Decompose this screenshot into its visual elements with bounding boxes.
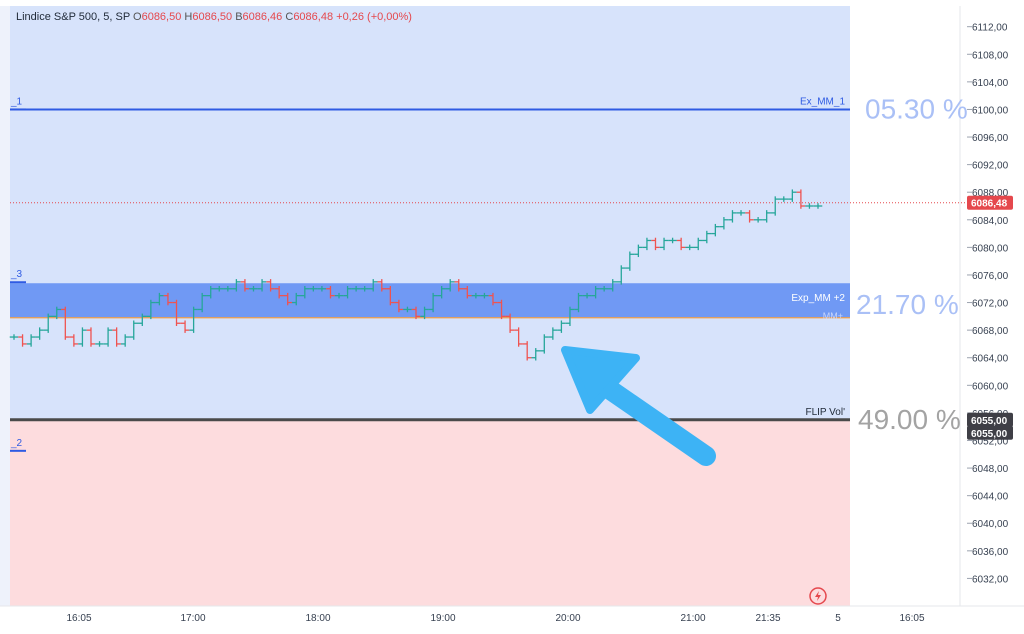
x-tick-label: 5 (835, 613, 841, 624)
y-tick-label: 6088,00 (972, 188, 1009, 199)
legend-symbol: Lindice S&P 500, 5, SP (16, 11, 130, 23)
y-tick-label: 6080,00 (972, 243, 1009, 254)
y-tick-label: 6040,00 (972, 519, 1009, 530)
legend-high-value: 6086,50 (192, 11, 233, 23)
legend-open-label: O (133, 11, 142, 23)
flip-vol-label: FLIP Vol' (805, 407, 845, 418)
lightning-icon-ring (809, 587, 827, 605)
flip-price-tag-a: 6055,00 (971, 416, 1008, 427)
legend-low-label: B (235, 11, 243, 23)
lightning-icon-bolt (815, 591, 821, 601)
ex-mm-1-pct: 05.30 % (865, 93, 968, 124)
y-tick-label: 6084,00 (972, 216, 1009, 227)
x-tick-label: 16:05 (899, 613, 924, 624)
y-tick-label: 6052,00 (972, 436, 1009, 447)
annotation-arrow-shaft (586, 370, 716, 466)
x-tick-label: 18:00 (305, 613, 330, 624)
exp-mm-2-label: Exp_MM +2 (791, 293, 845, 304)
chart-legend: Lindice S&P 500, 5, SP O6086,50 H6086,50… (16, 11, 412, 23)
legend-change: +0,26 (+0,00%) (336, 11, 412, 23)
flip-vol-pct: 49.00 % (858, 404, 961, 435)
y-tick-label: 6044,00 (972, 492, 1009, 503)
marker-1-label: _1 (10, 96, 23, 107)
flip-price-tag-b: 6055,00 (971, 429, 1008, 440)
y-tick-label: 6108,00 (972, 50, 1009, 61)
lightning-icon[interactable] (809, 587, 827, 605)
y-tick-label: 6072,00 (972, 299, 1009, 310)
zone-below-flip (10, 419, 850, 606)
legend-close-label: C (285, 11, 294, 23)
x-tick-label: 17:00 (180, 613, 205, 624)
exp-mm-2-pct: 21.70 % (856, 289, 959, 320)
y-tick-label: 6092,00 (972, 161, 1009, 172)
y-tick-label: 6048,00 (972, 464, 1009, 475)
marker-3-label: _3 (10, 269, 23, 280)
zone-above-flip (10, 6, 850, 420)
y-tick-label: 6096,00 (972, 133, 1009, 144)
x-tick-label: 19:00 (430, 613, 455, 624)
y-tick-label: 6068,00 (972, 326, 1009, 337)
y-tick-label: 6112,00 (972, 23, 1008, 34)
legend-high-label: H (184, 11, 193, 23)
y-tick-label: 6076,00 (972, 271, 1009, 282)
y-tick-label: 6036,00 (972, 547, 1009, 558)
y-tick-label: 6060,00 (972, 381, 1009, 392)
marker-2-label: _2 (10, 438, 23, 449)
legend-open-value: 6086,50 (141, 11, 182, 23)
flip-price-tag-a-bg (967, 412, 1013, 427)
legend-close-value: 6086,48 (293, 11, 334, 23)
last-price-tag-bg (967, 195, 1013, 210)
mm-plus-label: MM+ (823, 311, 843, 321)
last-price-tag: 6086,48 (971, 199, 1008, 210)
y-tick-label: 6064,00 (972, 354, 1009, 365)
legend-low-value: 6086,46 (242, 11, 283, 23)
x-tick-label: 21:35 (755, 613, 780, 624)
flip-price-tag-b-bg (967, 425, 1013, 440)
x-tick-label: 16:05 (66, 613, 91, 624)
y-tick-label: 6032,00 (972, 574, 1009, 585)
annotation-arrow-head (561, 346, 640, 414)
x-tick-label: 20:00 (555, 613, 580, 624)
left-gutter (0, 6, 10, 606)
y-tick-label: 6104,00 (972, 78, 1009, 89)
y-tick-label: 6100,00 (972, 105, 1009, 116)
ex-mm-1-label: Ex_MM_1 (800, 96, 845, 107)
exp-mm-band (10, 283, 850, 318)
right-axis-background (850, 6, 1024, 628)
x-tick-label: 21:00 (680, 613, 705, 624)
